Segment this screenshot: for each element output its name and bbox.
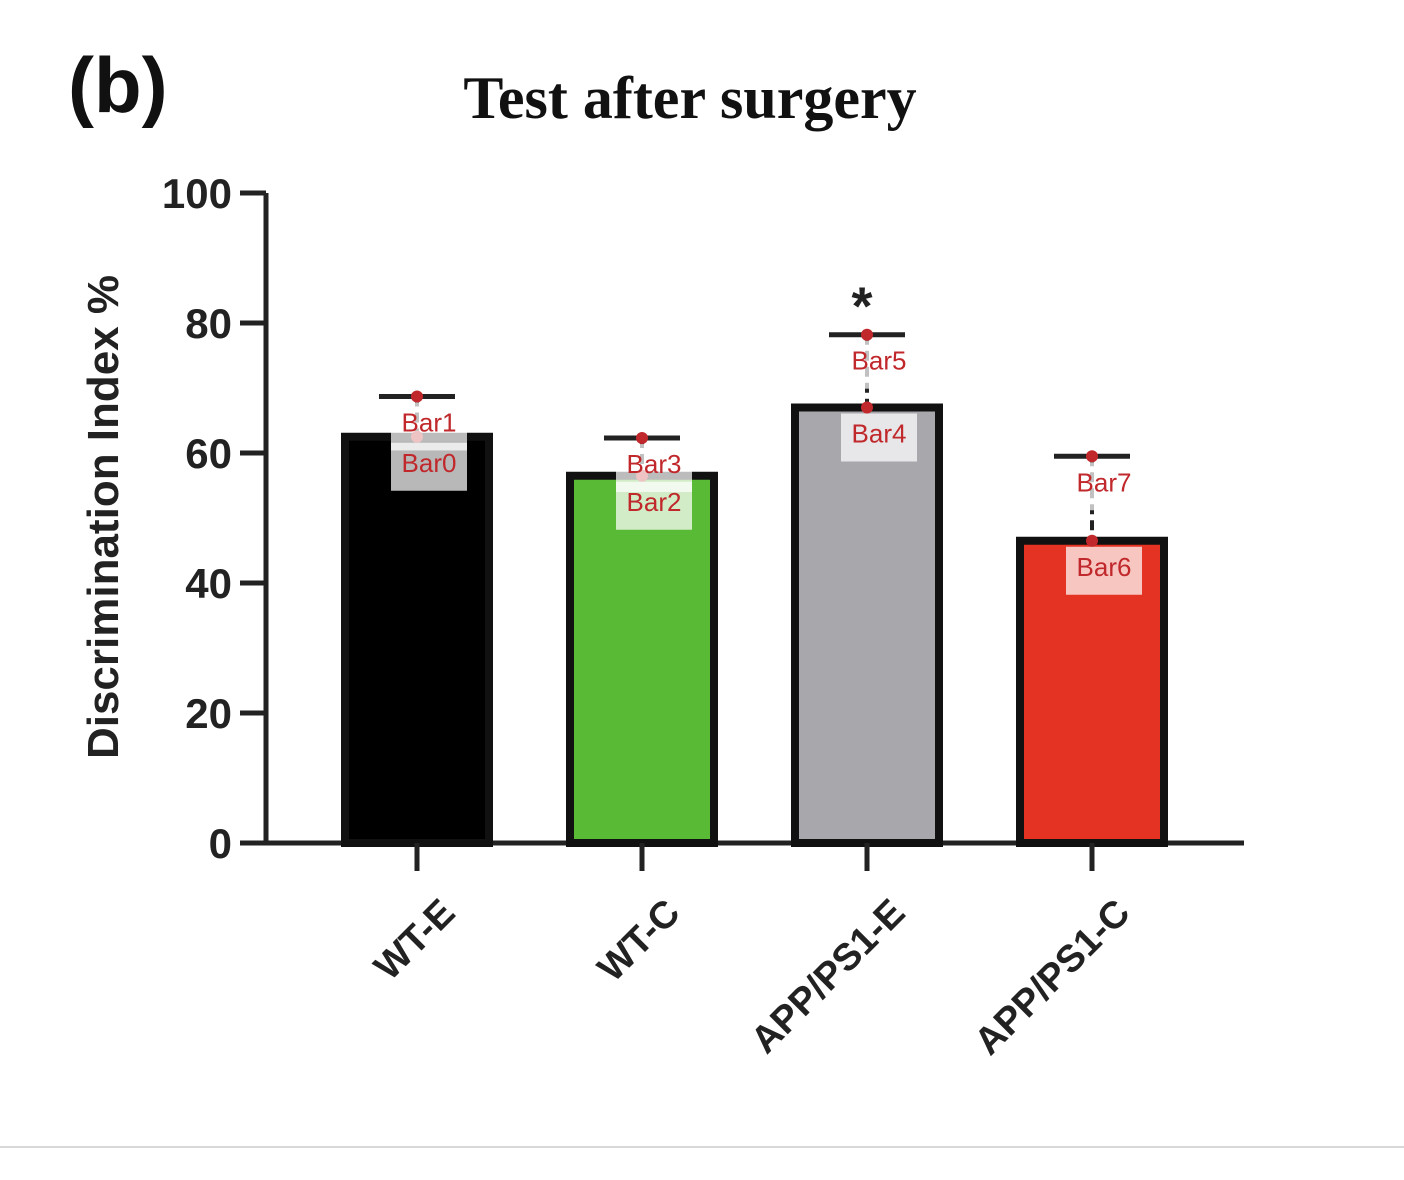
y-tick-label: 60 (185, 430, 232, 477)
annotation-label: Bar3 (627, 449, 682, 479)
x-tick-label: APP/PS1-C (967, 892, 1139, 1064)
annotation-box (391, 442, 467, 491)
y-tick-label: 40 (185, 560, 232, 607)
annotation-point (861, 328, 873, 341)
annotation-label: Bar6 (1077, 552, 1132, 582)
plot-area: 0 20 40 60 80 100 WT-E WT-C APP/PS1-E APP/PS1-C * B… (162, 170, 1244, 1063)
annotation-point (861, 401, 873, 414)
annotation-label: Bar4 (852, 419, 907, 449)
y-tick-label: 80 (185, 300, 232, 347)
bar-app-ps1-e (791, 403, 943, 847)
annotation-label: Bar1 (402, 407, 457, 437)
annotation-label: Bar5 (852, 346, 907, 376)
annotation-box (616, 444, 692, 493)
x-tick-label: APP/PS1-E (743, 892, 913, 1062)
annotation-label: Bar0 (402, 448, 457, 478)
y-tick-label: 0 (209, 820, 232, 867)
annotation-box (1066, 462, 1142, 511)
y-tick-label: 100 (162, 170, 232, 217)
annotation-point (636, 432, 648, 445)
significance-star: * (851, 277, 872, 337)
annotation-point (411, 390, 423, 403)
y-axis-label: Discrimination Index % (79, 275, 128, 759)
annotation-box (841, 340, 917, 389)
annotation-box (1066, 546, 1142, 595)
chart-title: Test after surgery (463, 65, 916, 131)
annotation-label: Bar7 (1077, 467, 1132, 497)
annotation-point (1086, 450, 1098, 463)
bar-wt-e (341, 432, 493, 847)
y-tick-label: 20 (185, 690, 232, 737)
x-tick-label: WT-C (590, 892, 688, 990)
panel-label: (b) (68, 41, 168, 129)
annotation-box (841, 413, 917, 462)
x-tick-label: WT-E (367, 892, 464, 989)
annotation-box (391, 402, 467, 451)
bar-wt-c (566, 471, 718, 847)
annotation-point (1086, 534, 1098, 547)
